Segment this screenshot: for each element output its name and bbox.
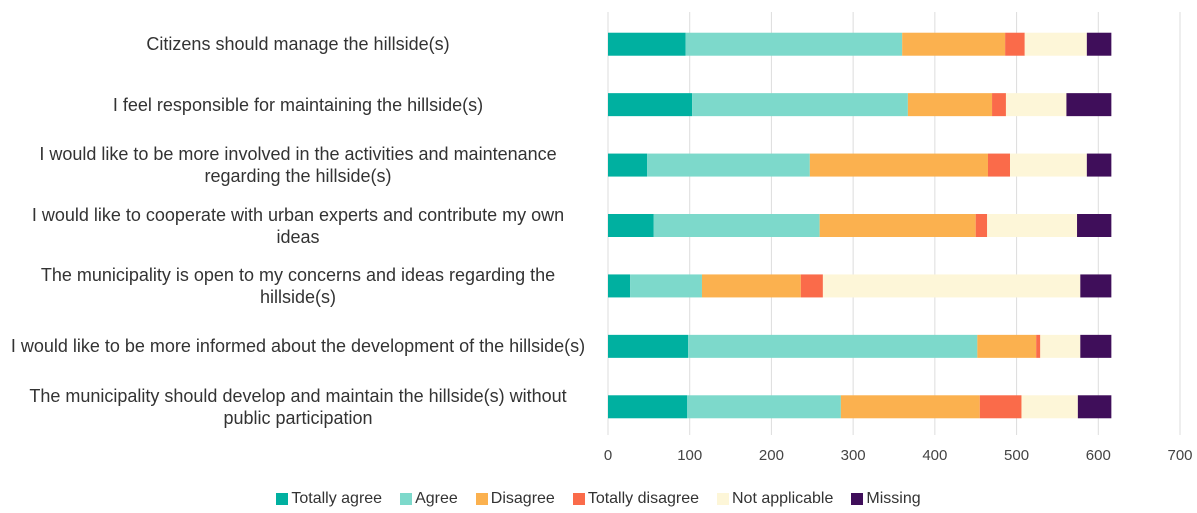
bar-segment — [1080, 334, 1112, 358]
bar-segment — [809, 153, 988, 177]
category-label: I would like to be more involved in the … — [39, 144, 557, 187]
legend-label: Agree — [415, 490, 458, 507]
category-label: The municipality is open to my concerns … — [40, 264, 556, 307]
x-tick-label: 300 — [841, 447, 866, 464]
bar-segment — [1036, 334, 1041, 358]
legend-item: Totally agree — [276, 490, 382, 508]
bar-segment — [1066, 93, 1112, 117]
x-tick-label: 400 — [922, 447, 947, 464]
legend: Totally agree Agree Disagree Totally disagr… — [0, 490, 1197, 508]
legend-item: Disagree — [475, 490, 555, 508]
x-tick-label: 500 — [1004, 447, 1029, 464]
bar-segment — [608, 214, 654, 237]
legend-swatch — [475, 493, 488, 505]
bar-segment — [608, 334, 689, 358]
bar-segment — [819, 214, 976, 237]
bar-segment — [1077, 395, 1112, 419]
category-label: I feel responsible for maintaining the h… — [112, 94, 484, 115]
legend-swatch — [276, 493, 289, 505]
bar-segment — [608, 395, 688, 419]
category-label: I would like to cooperate with urban exp… — [31, 204, 565, 247]
bar-segment — [1077, 214, 1112, 237]
x-tick-label: 700 — [1167, 447, 1192, 464]
legend-swatch — [716, 493, 729, 505]
bar-segment — [992, 93, 1006, 117]
bar-segment — [979, 395, 1022, 419]
bar-segment — [822, 274, 1081, 298]
bar-segment — [902, 32, 1006, 56]
x-tick-label: 100 — [677, 447, 702, 464]
legend-label: Disagree — [490, 490, 555, 507]
bar-segment — [647, 153, 810, 177]
bar-segment — [630, 274, 702, 298]
bar-segment — [1005, 93, 1067, 117]
bar-segment — [987, 214, 1078, 237]
bar-segment — [608, 274, 631, 298]
legend-swatch — [851, 493, 864, 505]
legend-swatch — [400, 493, 413, 505]
legend-item: Not applicable — [716, 490, 834, 508]
bar-segment — [1086, 153, 1112, 177]
category-label: Citizens should manage the hillside(s) — [146, 34, 450, 55]
category-label: I would like to be more informed about t… — [10, 336, 586, 357]
x-tick-label: 600 — [1086, 447, 1111, 464]
legend-label: Missing — [866, 490, 921, 507]
bar-segment — [1024, 32, 1087, 56]
bar-segment — [608, 93, 693, 117]
category-label: The municipality should develop and main… — [29, 385, 567, 428]
bar-segment — [608, 32, 686, 56]
bar-segment — [653, 214, 820, 237]
x-tick-label: 200 — [759, 447, 784, 464]
bar-segment — [692, 93, 908, 117]
bar-segment — [977, 334, 1037, 358]
bar-segment — [1010, 153, 1087, 177]
bar-segment — [608, 153, 648, 177]
legend-swatch — [572, 493, 585, 505]
bar-segment — [1086, 32, 1112, 56]
bar-segment — [840, 395, 980, 419]
bar-segment — [987, 153, 1011, 177]
legend-item: Missing — [851, 490, 921, 508]
bar-segment — [1021, 395, 1078, 419]
bar-segment — [1080, 274, 1112, 298]
x-tick-label: 0 — [604, 447, 612, 464]
bar-segment — [687, 395, 841, 419]
bar-segment — [688, 334, 978, 358]
bar-segment — [685, 32, 903, 56]
legend-label: Totally disagree — [587, 490, 699, 507]
bar-segment — [1040, 334, 1081, 358]
bar-segment — [701, 274, 801, 298]
legend-item: Totally disagree — [572, 490, 699, 508]
bar-segment — [907, 93, 993, 117]
legend-label: Totally agree — [291, 490, 383, 507]
legend-item: Agree — [400, 490, 458, 508]
legend-label: Not applicable — [731, 490, 834, 507]
bar-segment — [800, 274, 823, 298]
bar-segment — [975, 214, 988, 237]
bar-segment — [1005, 32, 1025, 56]
